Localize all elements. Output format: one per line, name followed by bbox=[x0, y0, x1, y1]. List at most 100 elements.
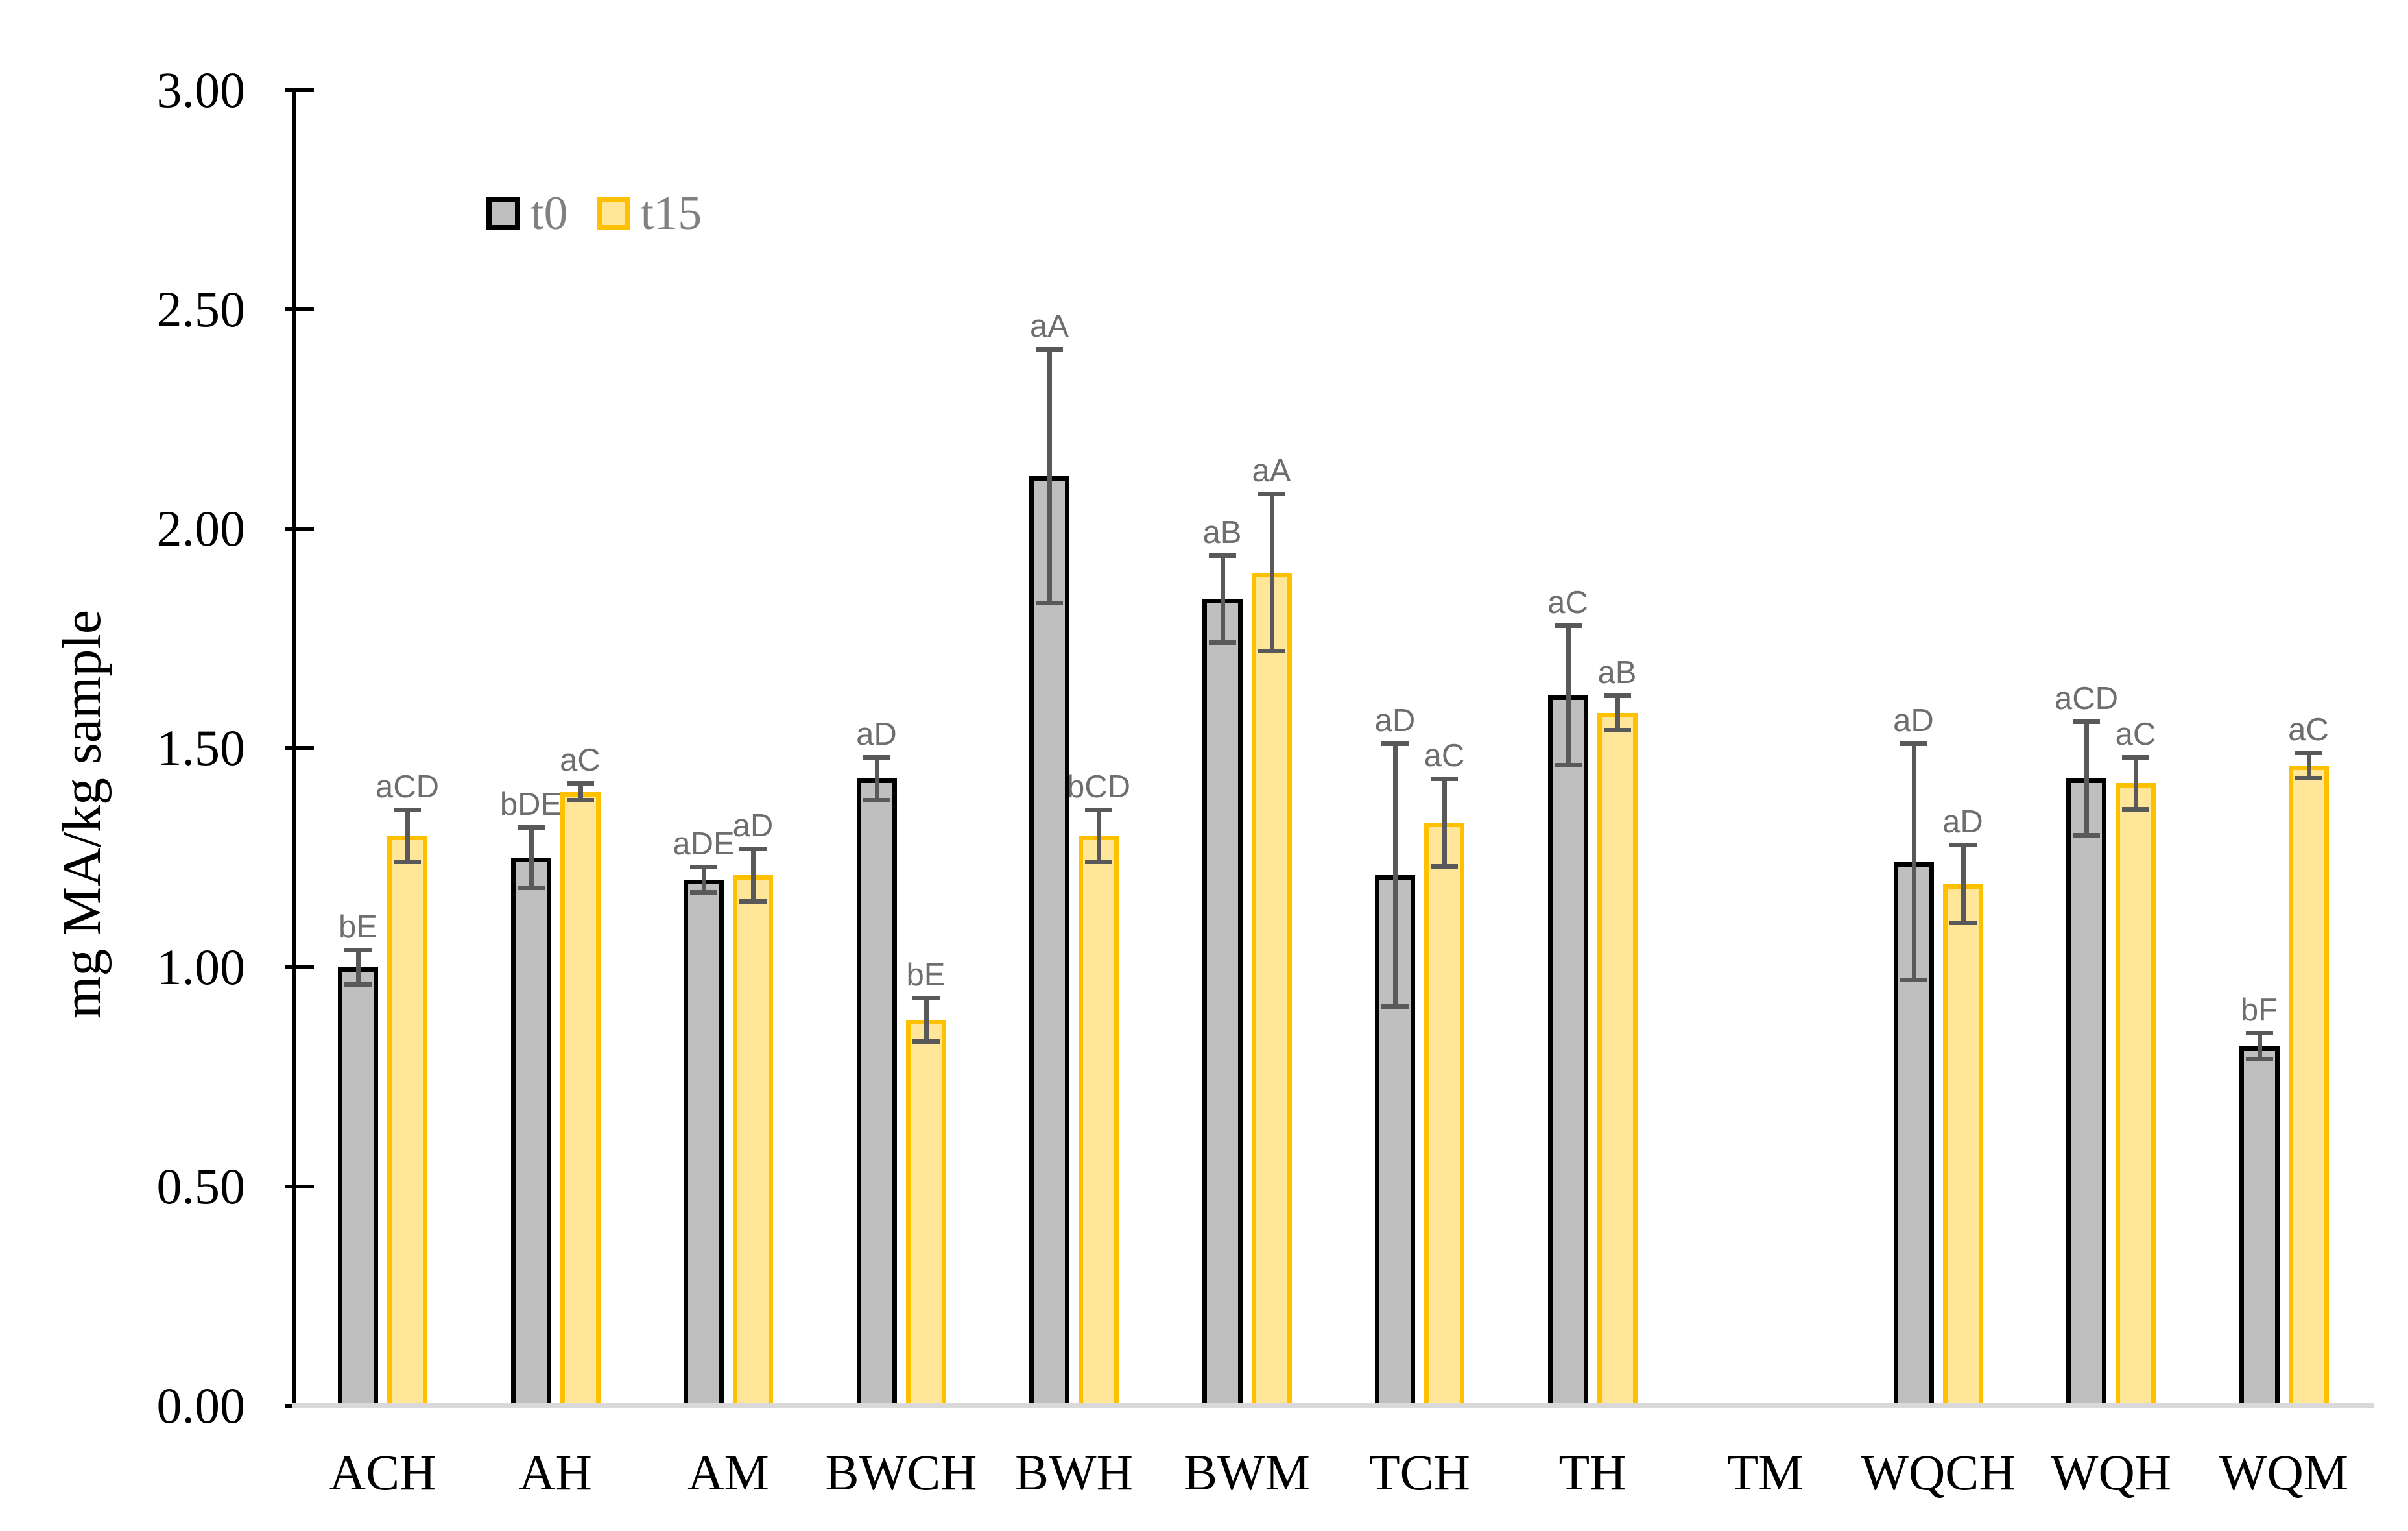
y-axis-tick-label: 0.00 bbox=[156, 1377, 246, 1434]
y-axis-tick bbox=[285, 88, 314, 92]
error-bar-line-t0-WQH bbox=[2084, 721, 2089, 836]
sig-label-t0-WQCH: aD bbox=[1893, 703, 1934, 739]
error-bar-cap-top-t0-ACH bbox=[344, 947, 372, 952]
x-axis-label-TH: TH bbox=[1558, 1444, 1627, 1501]
error-bar-cap-bottom-t15-BWCH bbox=[912, 1039, 940, 1044]
error-bar-cap-top-t15-WQCH bbox=[1949, 842, 1977, 847]
error-bar-cap-bottom-t15-BWH bbox=[1085, 859, 1112, 864]
sig-label-t15-AH: aC bbox=[560, 743, 601, 778]
error-bar-cap-top-t15-WQH bbox=[2122, 754, 2149, 760]
error-bar-line-t15-BWCH bbox=[924, 998, 929, 1042]
legend: t0 t15 bbox=[486, 189, 702, 237]
legend-label-t15: t15 bbox=[640, 187, 702, 240]
error-bar-line-t15-AH bbox=[578, 783, 583, 801]
sig-label-t15-WQH: aC bbox=[2115, 716, 2156, 752]
error-bar-line-t15-WQCH bbox=[1961, 844, 1966, 924]
sig-label-t0-ACH: bE bbox=[339, 909, 377, 945]
error-bar-cap-top-t15-AH bbox=[566, 781, 594, 786]
error-bar-line-t0-ACH bbox=[356, 949, 361, 985]
error-bar-cap-top-t15-WQM bbox=[2295, 750, 2322, 755]
y-axis-tick bbox=[285, 527, 314, 531]
error-bar-line-t15-WQM bbox=[2306, 752, 2311, 779]
y-axis-tick bbox=[285, 746, 314, 750]
y-axis-tick bbox=[285, 1185, 314, 1188]
bar-t15-WQCH bbox=[1942, 884, 1983, 1408]
y-axis-tick-label: 3.00 bbox=[156, 62, 246, 118]
error-bar-cap-bottom-t0-BWH bbox=[1036, 600, 1063, 605]
error-bar-cap-bottom-t0-ACH bbox=[344, 982, 372, 987]
bar-t0-BWH bbox=[1029, 476, 1069, 1408]
error-bar-cap-top-t0-BWCH bbox=[863, 754, 890, 760]
error-bar-line-t15-TH bbox=[1615, 695, 1620, 730]
error-bar-cap-bottom-t0-TCH bbox=[1381, 1004, 1409, 1009]
error-bar-cap-top-t0-WQCH bbox=[1900, 741, 1927, 747]
error-bar-line-t0-BWH bbox=[1047, 348, 1052, 603]
error-bar-cap-top-t0-TCH bbox=[1381, 741, 1409, 747]
error-bar-cap-bottom-t15-ACH bbox=[394, 859, 421, 864]
error-bar-cap-bottom-t0-BWCH bbox=[863, 798, 890, 803]
bar-t15-WQH bbox=[2116, 783, 2156, 1408]
bar-t0-BWCH bbox=[856, 778, 897, 1408]
error-bar-cap-top-t15-BWCH bbox=[912, 996, 940, 1001]
error-bar-cap-bottom-t15-AH bbox=[566, 798, 594, 803]
sig-label-t0-BWCH: aD bbox=[856, 716, 897, 752]
sig-label-t15-BWCH: bE bbox=[906, 958, 946, 993]
error-bar-cap-bottom-t15-AM bbox=[739, 898, 767, 904]
error-bar-cap-bottom-t15-TCH bbox=[1431, 863, 1458, 869]
error-bar-cap-bottom-t0-BWM bbox=[1208, 640, 1236, 645]
x-axis-label-WQCH: WQCH bbox=[1861, 1444, 2016, 1501]
y-axis-tick-label: 1.00 bbox=[156, 939, 246, 995]
error-bar-cap-bottom-t0-WQM bbox=[2245, 1056, 2273, 1061]
error-bar-line-t0-AM bbox=[702, 866, 706, 893]
sig-label-t0-BWH: aA bbox=[1030, 308, 1069, 344]
bar-t0-WQH bbox=[2066, 778, 2106, 1408]
bar-t15-WQM bbox=[2288, 766, 2329, 1408]
error-bar-cap-top-t15-ACH bbox=[394, 807, 421, 812]
error-bar-line-t15-AM bbox=[751, 849, 756, 902]
error-bar-cap-top-t0-AH bbox=[517, 825, 545, 830]
x-axis-label-TCH: TCH bbox=[1369, 1444, 1470, 1501]
error-bar-cap-bottom-t15-WQH bbox=[2122, 806, 2149, 812]
error-bar-cap-bottom-t15-BWM bbox=[1258, 649, 1285, 654]
x-axis-label-BWCH: BWCH bbox=[825, 1444, 977, 1501]
legend-swatch-t0 bbox=[486, 197, 520, 230]
error-bar-cap-bottom-t0-AH bbox=[517, 886, 545, 891]
error-bar-cap-bottom-t0-WQH bbox=[2073, 833, 2100, 838]
x-axis-label-BWM: BWM bbox=[1184, 1444, 1310, 1501]
error-bar-cap-top-t0-WQM bbox=[2245, 1031, 2273, 1036]
bar-t15-TCH bbox=[1424, 822, 1464, 1408]
x-axis-label-AH: AH bbox=[519, 1444, 592, 1501]
bar-t0-ACH bbox=[338, 967, 378, 1408]
error-bar-cap-top-t0-BWH bbox=[1036, 346, 1063, 352]
sig-label-t15-WQM: aC bbox=[2288, 712, 2329, 747]
error-bar-line-t15-BWM bbox=[1269, 493, 1274, 652]
y-axis-tick bbox=[285, 965, 314, 969]
bar-t0-TH bbox=[1547, 695, 1588, 1408]
error-bar-line-t0-BWCH bbox=[874, 756, 879, 801]
y-axis-tick bbox=[285, 307, 314, 311]
bar-t15-BWCH bbox=[905, 1020, 946, 1408]
error-bar-cap-top-t15-BWH bbox=[1085, 807, 1112, 812]
error-bar-cap-top-t15-BWM bbox=[1258, 491, 1285, 496]
bar-t15-TH bbox=[1597, 712, 1638, 1408]
bar-t0-WQM bbox=[2239, 1046, 2280, 1408]
error-bar-cap-bottom-t15-WQCH bbox=[1949, 921, 1977, 926]
error-bar-line-t0-TCH bbox=[1393, 743, 1398, 1007]
sig-label-t15-AM: aD bbox=[732, 808, 774, 844]
error-bar-cap-top-t0-TH bbox=[1554, 623, 1582, 628]
sig-label-t0-TH: aC bbox=[1547, 585, 1588, 620]
y-axis-tick-label: 2.00 bbox=[156, 500, 246, 557]
sig-label-t0-TCH: aD bbox=[1374, 703, 1416, 739]
error-bar-line-t0-TH bbox=[1566, 625, 1571, 766]
error-bar-cap-top-t15-TCH bbox=[1431, 777, 1458, 782]
error-bar-cap-bottom-t0-AM bbox=[690, 890, 717, 895]
x-axis-label-TM: TM bbox=[1727, 1444, 1804, 1501]
x-axis-label-ACH: ACH bbox=[329, 1444, 436, 1501]
x-axis-label-WQM: WQM bbox=[2219, 1444, 2349, 1501]
legend-label-t0: t0 bbox=[530, 187, 568, 240]
sig-label-t15-TH: aB bbox=[1597, 655, 1637, 690]
y-axis-tick-label: 2.50 bbox=[156, 281, 246, 337]
x-axis-label-WQH: WQH bbox=[2050, 1444, 2172, 1501]
error-bar-cap-bottom-t15-TH bbox=[1603, 727, 1631, 732]
